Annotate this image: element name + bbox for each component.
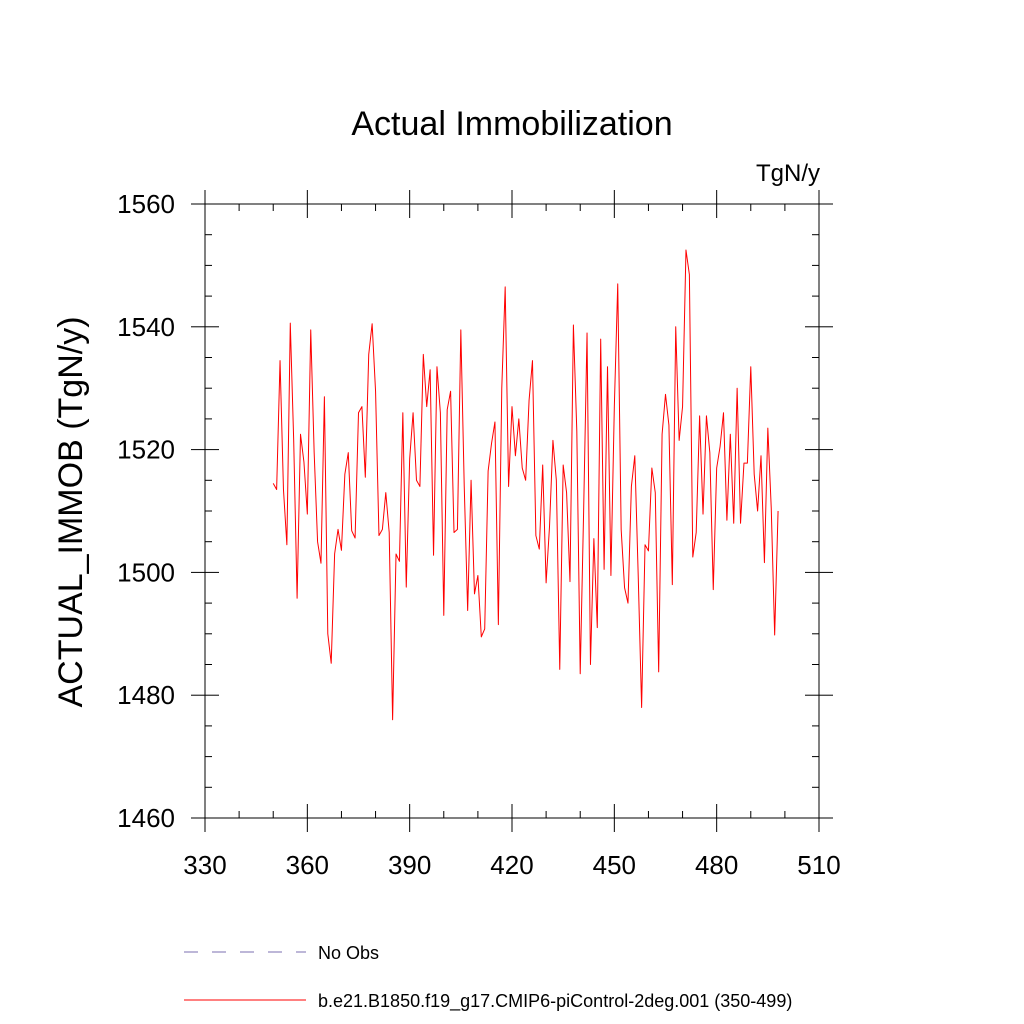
axis-ticks	[191, 190, 833, 832]
x-tick-label: 510	[797, 850, 840, 880]
y-tick-label: 1500	[117, 557, 175, 587]
y-tick-label: 1540	[117, 312, 175, 342]
chart-title: Actual Immobilization	[351, 105, 672, 143]
y-tick-label: 1460	[117, 803, 175, 833]
x-tick-label: 480	[695, 850, 738, 880]
legend-label-picontrol: b.e21.B1850.f19_g17.CMIP6-piControl-2deg…	[318, 991, 792, 1012]
x-tick-label: 360	[286, 850, 329, 880]
units-label: TgN/y	[756, 160, 820, 187]
legend: No Obs b.e21.B1850.f19_g17.CMIP6-piContr…	[184, 943, 792, 1012]
legend-label-no-obs: No Obs	[318, 943, 379, 963]
series-lines	[272, 249, 779, 721]
x-tick-label: 450	[593, 850, 636, 880]
y-tick-labels: 1460 1480 1500 1520 1540 1560	[117, 189, 175, 833]
y-tick-label: 1560	[117, 189, 175, 219]
x-tick-label: 390	[388, 850, 431, 880]
x-tick-label: 420	[490, 850, 533, 880]
x-tick-label: 330	[183, 850, 226, 880]
x-tick-labels: 330 360 390 420 450 480 510	[183, 850, 840, 880]
y-tick-label: 1520	[117, 435, 175, 465]
y-axis-label: ACTUAL_IMMOB (TgN/y)	[52, 316, 90, 707]
series-line-1	[272, 249, 779, 721]
y-tick-label: 1480	[117, 680, 175, 710]
